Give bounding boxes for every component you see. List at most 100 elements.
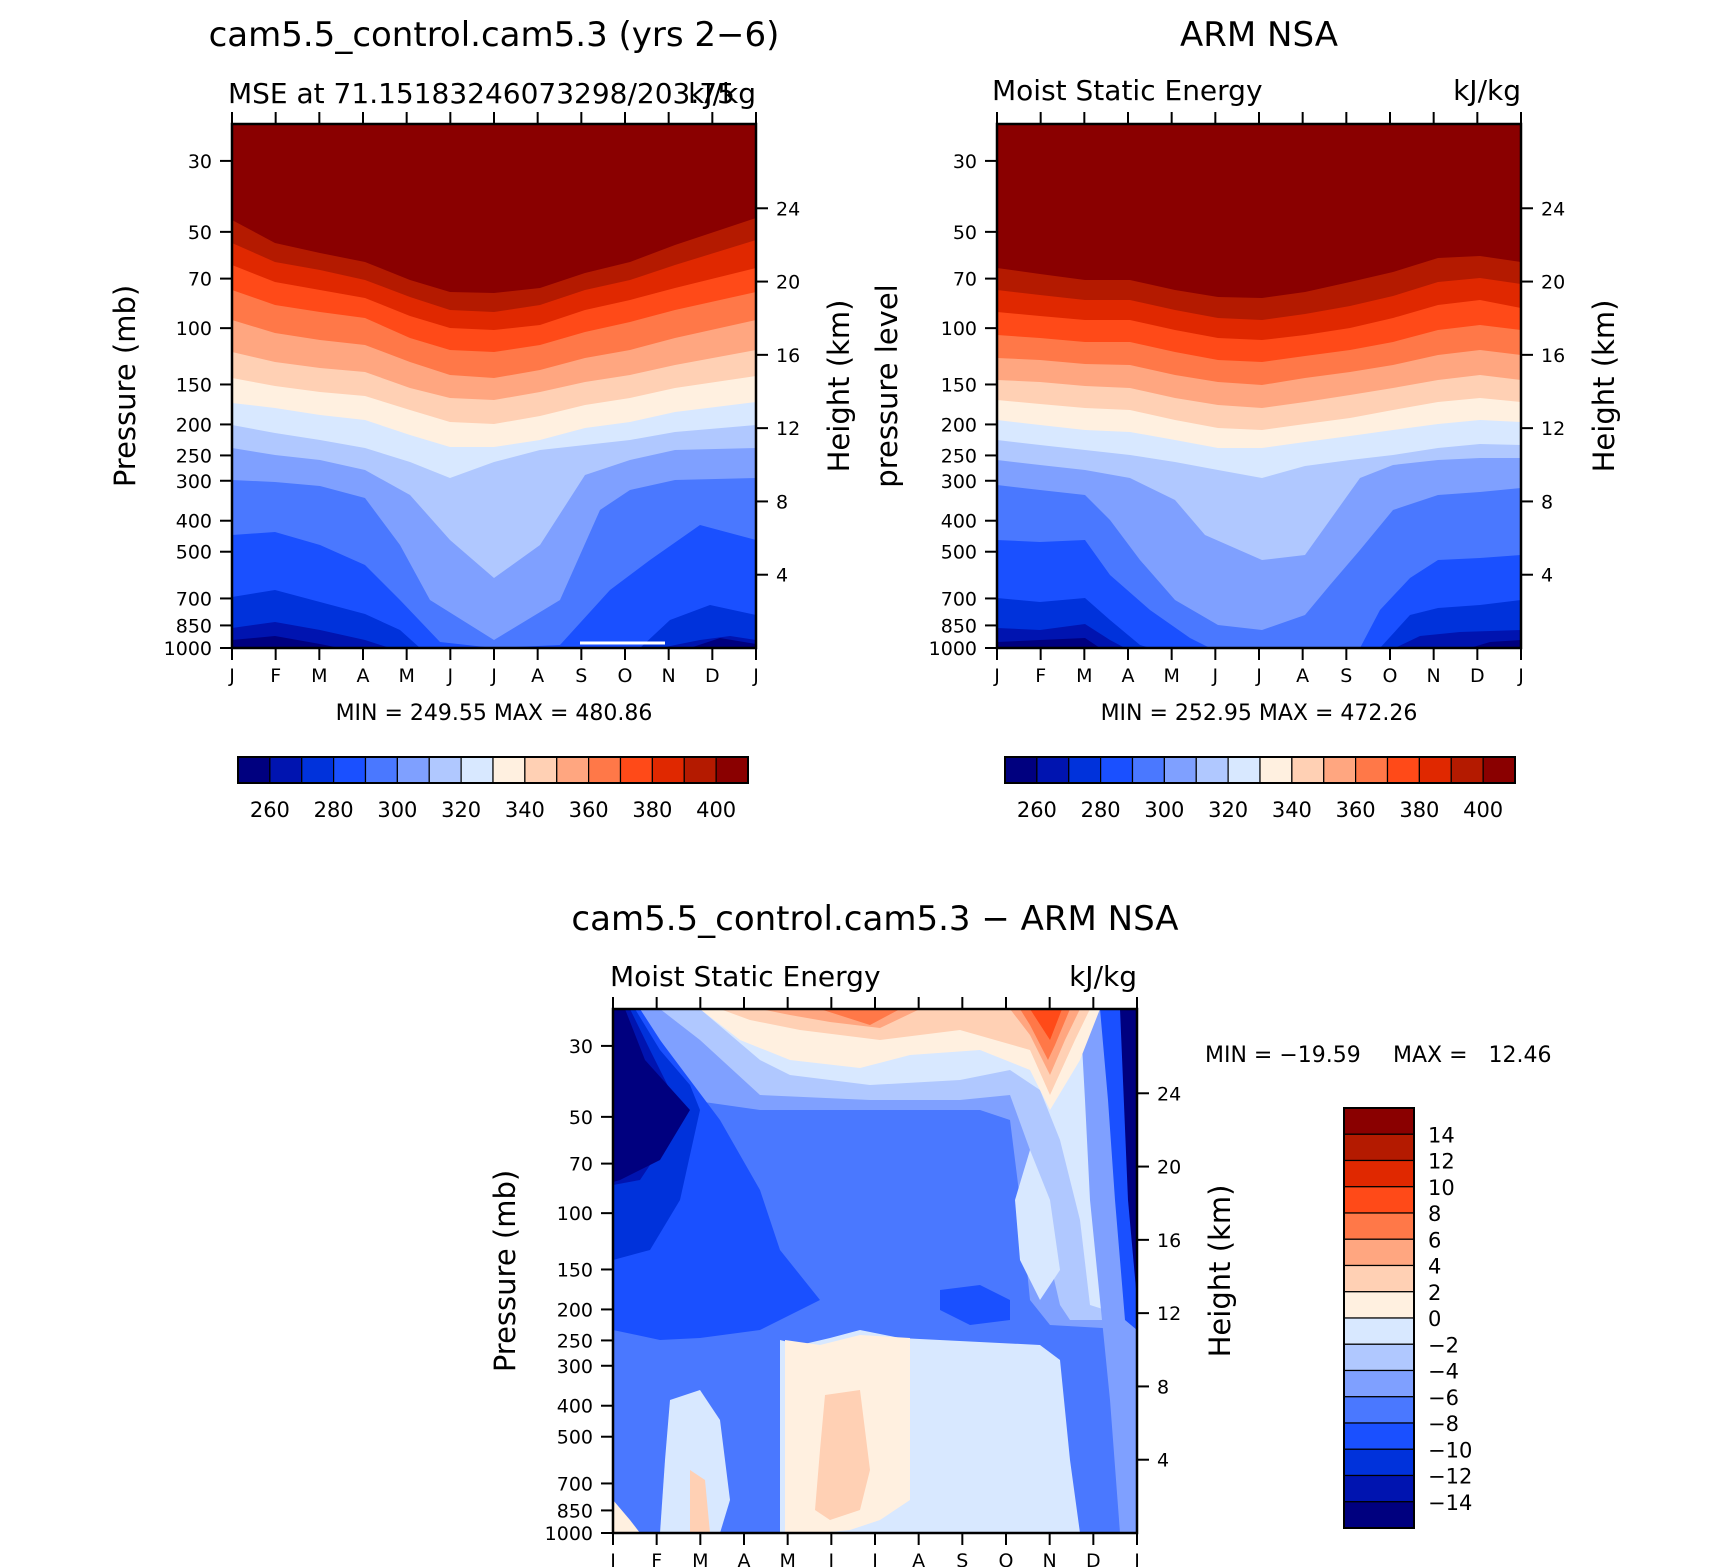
legend-swatch bbox=[1259, 756, 1293, 784]
legend-swatch bbox=[1343, 1291, 1415, 1319]
y-tick-label: 850 bbox=[941, 615, 977, 637]
legend-label: 320 bbox=[441, 798, 481, 822]
x-tick-label: F bbox=[1035, 665, 1046, 687]
contour-band bbox=[232, 590, 756, 648]
x-tick-label: J bbox=[447, 665, 454, 687]
legend-label: −14 bbox=[1428, 1491, 1472, 1515]
contour-band bbox=[613, 1500, 640, 1533]
y-right-tick-label: 24 bbox=[776, 198, 800, 220]
y-tick-label: 250 bbox=[557, 1330, 593, 1352]
legend-label: −4 bbox=[1428, 1360, 1459, 1384]
contour-band bbox=[1120, 1009, 1137, 1300]
y-tick-label: 50 bbox=[569, 1107, 593, 1129]
y-right-tick-label: 8 bbox=[776, 491, 788, 513]
x-tick-label: F bbox=[651, 1550, 662, 1567]
legend-swatch bbox=[396, 756, 430, 784]
panel-model-contours bbox=[232, 124, 756, 648]
panel-subtitle-right: kJ/kg bbox=[1453, 74, 1521, 107]
x-tick-label: M bbox=[779, 1550, 795, 1567]
x-tick-label: S bbox=[575, 665, 587, 687]
x-tick-label: A bbox=[912, 1550, 925, 1567]
x-tick-label: D bbox=[1470, 665, 1485, 687]
y-right-tick-label: 20 bbox=[1541, 272, 1565, 294]
y-tick-label: 500 bbox=[557, 1427, 593, 1449]
y-tick-label: 70 bbox=[188, 269, 212, 291]
y-tick-label: 300 bbox=[941, 471, 977, 493]
x-tick-label: N bbox=[1427, 665, 1441, 687]
y-axis-right-label: Height (km) bbox=[1587, 300, 1621, 473]
y-tick-label: 700 bbox=[941, 588, 977, 610]
y-tick-label: 850 bbox=[557, 1500, 593, 1522]
y-right-tick-label: 4 bbox=[1157, 1450, 1169, 1472]
y-tick-label: 1000 bbox=[545, 1523, 593, 1545]
legend-label: 280 bbox=[314, 798, 354, 822]
contour-band bbox=[232, 636, 340, 648]
y-tick-label: 200 bbox=[176, 414, 212, 436]
y-tick-label: 100 bbox=[557, 1203, 593, 1225]
legend-swatch bbox=[1386, 756, 1420, 784]
contour-band bbox=[1015, 1150, 1060, 1300]
y-tick-label: 400 bbox=[176, 511, 212, 533]
legend-swatch bbox=[1195, 756, 1229, 784]
x-tick-label: A bbox=[1122, 665, 1135, 687]
legend-swatch bbox=[1227, 756, 1261, 784]
legend-swatch bbox=[1355, 756, 1389, 784]
axis-ticks: J F M A M J J A S O N D J 30 50 70 100 150 200 250 300 400 500… bbox=[164, 112, 800, 687]
legend-swatch bbox=[1343, 1422, 1415, 1450]
legend-swatch bbox=[1004, 756, 1038, 784]
x-tick-label: M bbox=[692, 1550, 708, 1567]
legend-label: 4 bbox=[1428, 1255, 1441, 1279]
legend-label: −8 bbox=[1428, 1412, 1459, 1436]
legend-frame bbox=[1004, 756, 1516, 784]
legend-label: 6 bbox=[1428, 1228, 1441, 1252]
y-axis-label: pressure level bbox=[870, 284, 904, 487]
x-tick-label: S bbox=[956, 1550, 968, 1567]
legend-label: 12 bbox=[1428, 1150, 1455, 1174]
legend-swatch bbox=[1343, 1264, 1415, 1293]
color-legend: 260 280 300 320 340 360 380 400 bbox=[1004, 756, 1516, 822]
y-tick-label: 150 bbox=[176, 374, 212, 396]
x-tick-label: A bbox=[357, 665, 370, 687]
legend-label: 8 bbox=[1428, 1202, 1441, 1226]
legend-swatch bbox=[1100, 756, 1134, 784]
y-tick-label: 700 bbox=[557, 1473, 593, 1495]
contour-band bbox=[997, 540, 1521, 648]
legend-swatch bbox=[619, 756, 653, 784]
legend-swatch bbox=[1163, 756, 1197, 784]
legend-swatch bbox=[269, 756, 303, 784]
y-tick-label: 50 bbox=[188, 222, 212, 244]
legend-frame bbox=[237, 756, 749, 784]
legend-swatch bbox=[1418, 756, 1452, 784]
legend-label: −12 bbox=[1428, 1465, 1472, 1489]
x-tick-label: A bbox=[738, 1550, 751, 1567]
contour-band bbox=[690, 638, 756, 648]
min-max-stats: MIN = 252.95 MAX = 472.26 bbox=[1101, 701, 1418, 726]
legend-swatch bbox=[524, 756, 558, 784]
y-axis-right-label: Height (km) bbox=[1203, 1185, 1237, 1358]
color-legend: 260 280 300 320 340 360 380 400 bbox=[237, 756, 749, 822]
legend-swatch bbox=[237, 756, 271, 784]
legend-swatch bbox=[715, 756, 749, 784]
y-tick-label: 250 bbox=[176, 445, 212, 467]
legend-label: 260 bbox=[1017, 798, 1057, 822]
x-tick-label: J bbox=[871, 1550, 878, 1567]
x-tick-label: J bbox=[993, 665, 1000, 687]
x-tick-label: A bbox=[531, 665, 544, 687]
axis-ticks: J F M A M J J A S O N D J 30 50 70 100 150 200 250 300 400 500… bbox=[545, 997, 1181, 1567]
legend-swatch bbox=[1343, 1501, 1415, 1529]
x-tick-label: D bbox=[705, 665, 720, 687]
contour-band bbox=[720, 1009, 1090, 1095]
y-right-tick-label: 12 bbox=[1157, 1303, 1181, 1325]
contour-band bbox=[940, 1285, 1010, 1325]
legend-swatch bbox=[1343, 1448, 1415, 1477]
legend-swatch bbox=[1036, 756, 1070, 784]
y-tick-label: 850 bbox=[176, 615, 212, 637]
legend-swatch bbox=[1343, 1369, 1415, 1398]
x-tick-label: J bbox=[1133, 1550, 1140, 1567]
y-tick-label: 1000 bbox=[164, 638, 212, 660]
y-tick-label: 500 bbox=[176, 542, 212, 564]
y-right-tick-label: 12 bbox=[776, 418, 800, 440]
x-tick-label: A bbox=[1296, 665, 1309, 687]
x-tick-label: F bbox=[270, 665, 281, 687]
